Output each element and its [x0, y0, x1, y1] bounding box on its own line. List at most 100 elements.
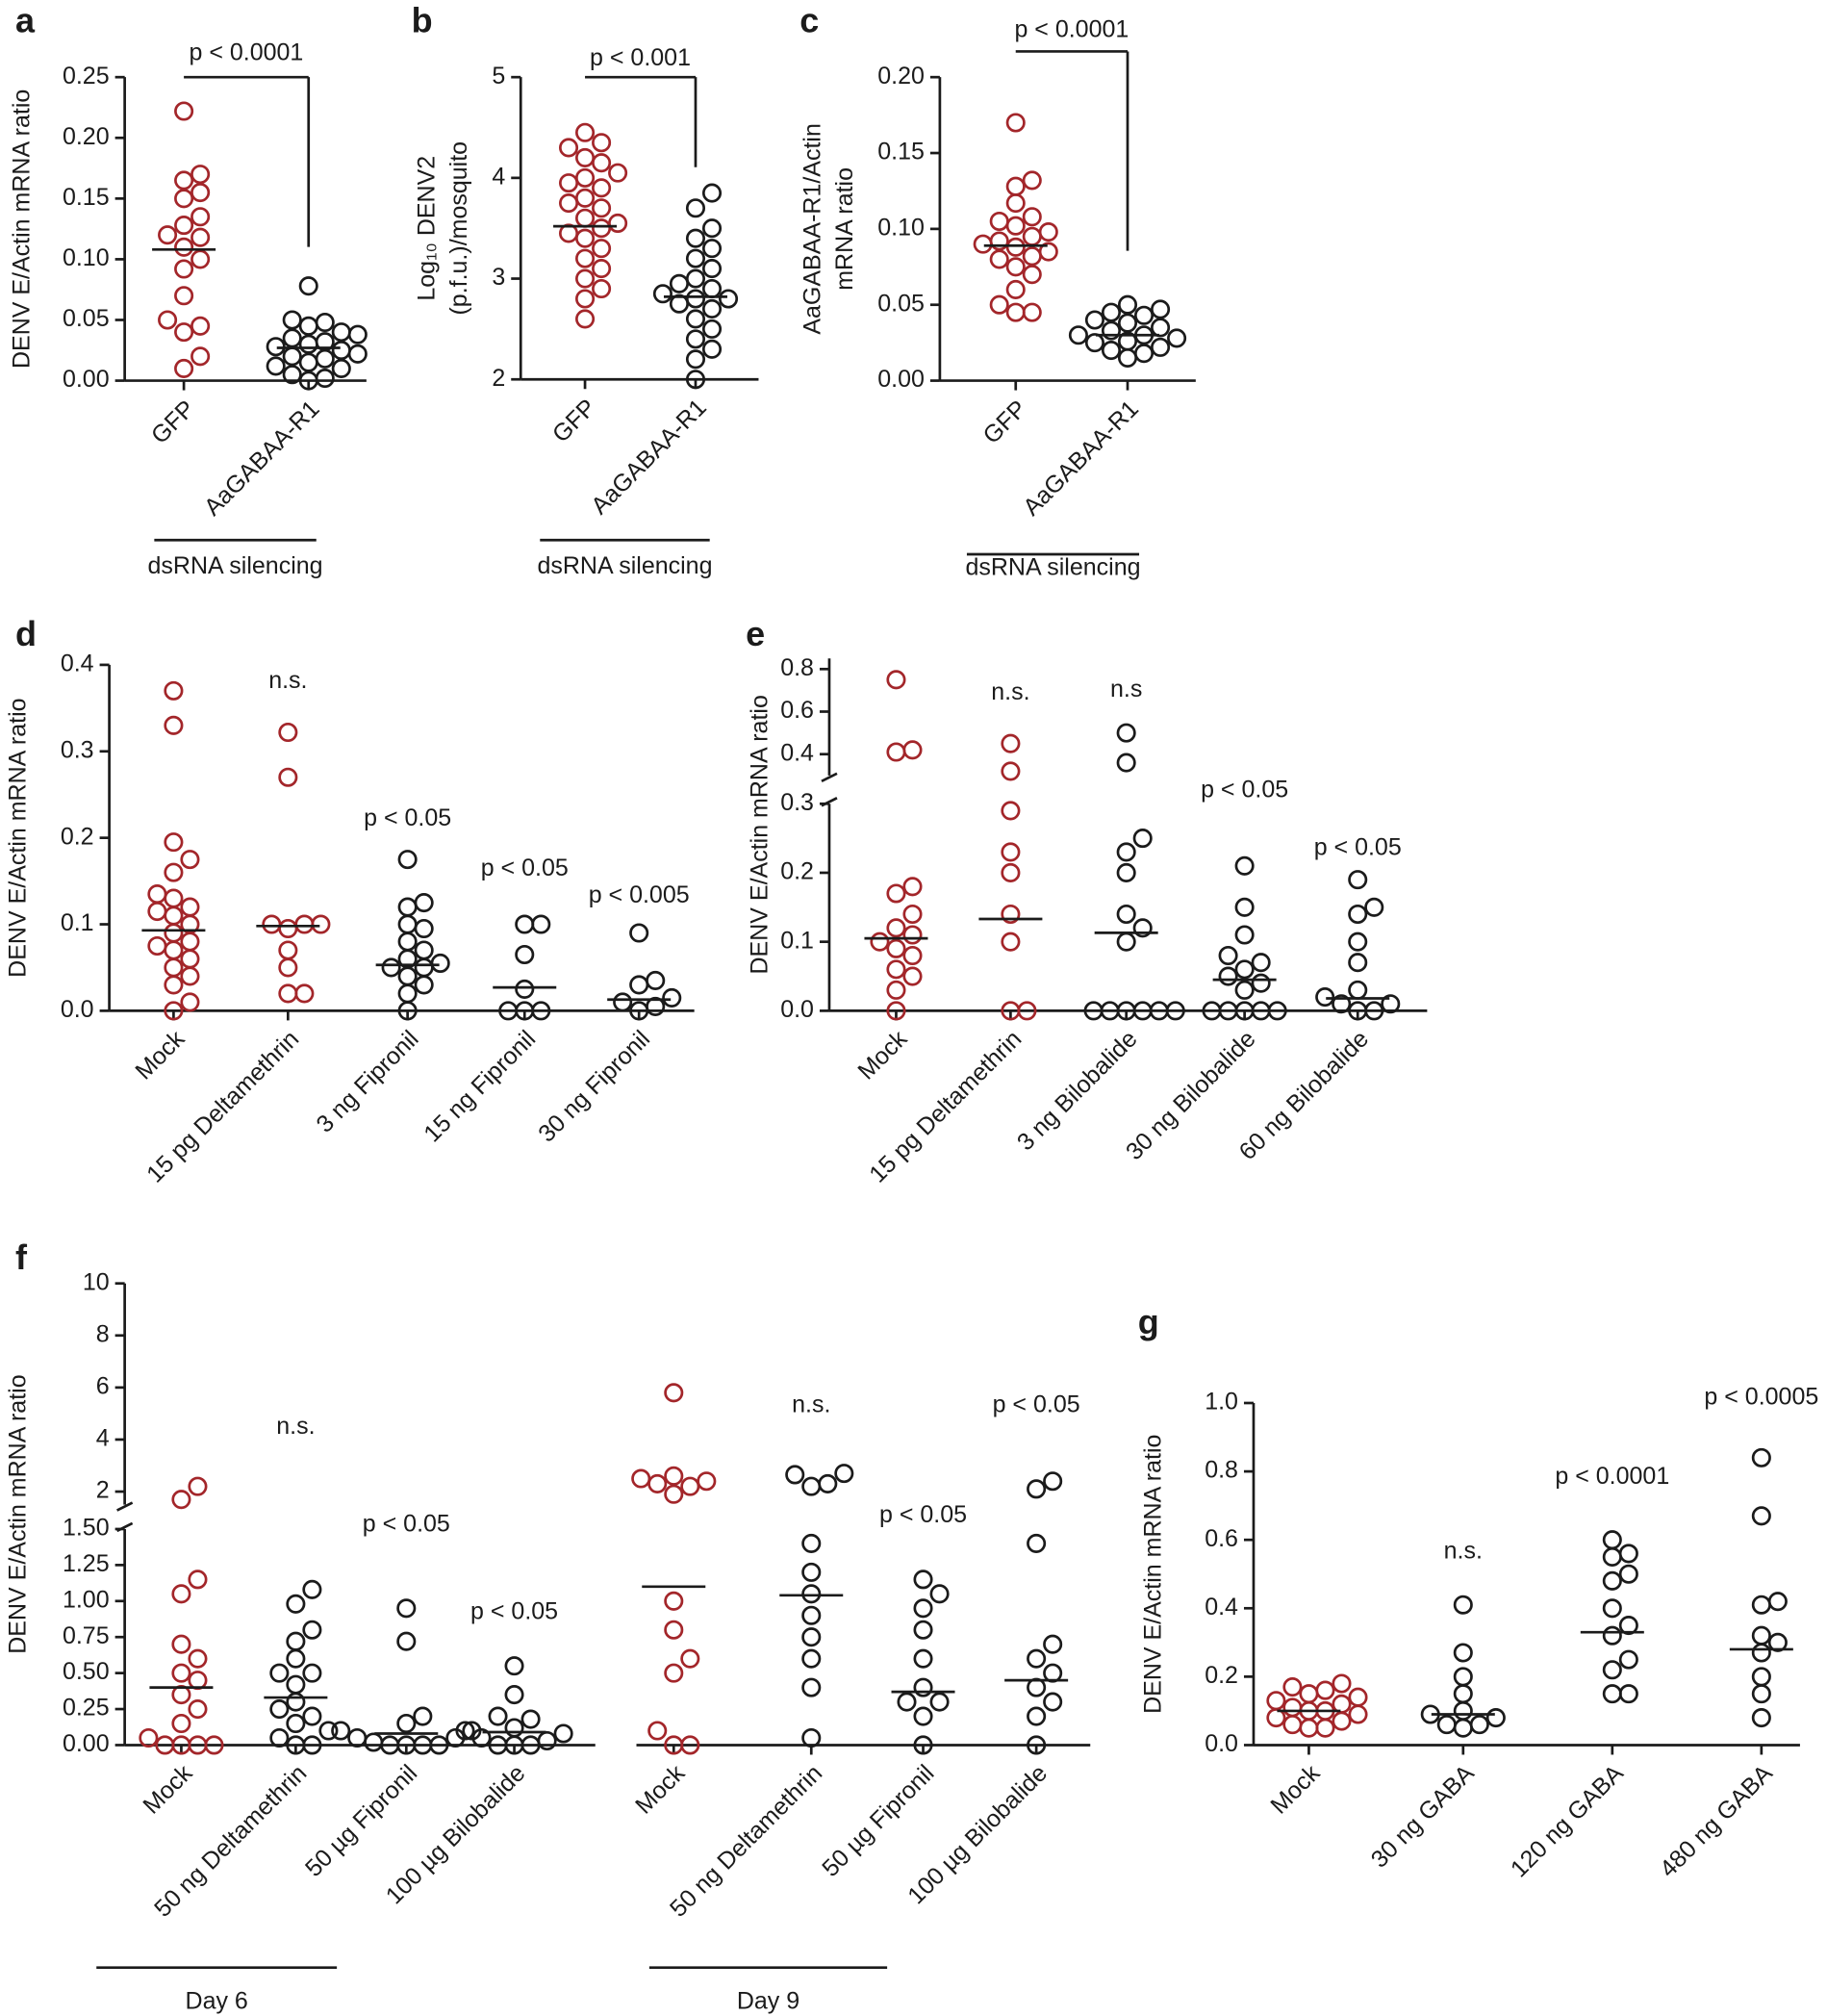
- data-point: [664, 1591, 684, 1611]
- data-point: [1751, 1643, 1771, 1663]
- data-point: [298, 316, 318, 336]
- data-point: [608, 213, 628, 234]
- data-point: [1618, 1684, 1638, 1704]
- data-point: [278, 767, 298, 787]
- data-point: [575, 188, 596, 208]
- data-point: [870, 931, 890, 952]
- panel-letter: d: [15, 614, 37, 653]
- data-point: [180, 992, 200, 1012]
- data-point: [164, 715, 184, 735]
- annotation: p < 0.05: [1201, 776, 1288, 803]
- data-point: [1751, 1707, 1771, 1728]
- data-point: [652, 284, 672, 304]
- data-point: [1043, 1471, 1063, 1492]
- data-point: [886, 883, 906, 904]
- data-point: [1282, 1697, 1303, 1718]
- data-point: [1332, 1673, 1352, 1694]
- data-point: [902, 925, 923, 945]
- data-point: [575, 167, 596, 188]
- data-point: [331, 340, 351, 361]
- x-tick-label: 50 ng Deltamethrin: [665, 1760, 827, 1923]
- data-point: [558, 223, 579, 243]
- data-point: [629, 923, 649, 943]
- data-point: [592, 133, 612, 153]
- data-point: [1453, 1700, 1473, 1721]
- data-point: [1038, 221, 1058, 242]
- data-point: [262, 914, 282, 934]
- data-point: [171, 1713, 191, 1734]
- data-point: [697, 1471, 717, 1492]
- data-point: [164, 680, 184, 701]
- data-point: [1005, 279, 1026, 299]
- panel-letter: c: [799, 1, 819, 40]
- y-tick-label: 0.2: [780, 858, 814, 885]
- data-point: [347, 324, 368, 345]
- data-point: [1005, 113, 1026, 133]
- data-point: [1348, 1704, 1368, 1724]
- data-point: [286, 1631, 306, 1651]
- y-tick-label: 0.8: [1205, 1457, 1238, 1484]
- p-value: p < 0.0001: [1014, 16, 1129, 43]
- annotation: p < 0.05: [993, 1391, 1080, 1417]
- data-point: [1001, 904, 1021, 925]
- y-tick-label: 2: [96, 1477, 110, 1504]
- x-tick-label: 50 µg Fipronil: [300, 1760, 422, 1882]
- data-point: [515, 914, 535, 934]
- data-point: [488, 1706, 508, 1726]
- y-tick-label: 0.6: [1205, 1525, 1238, 1552]
- data-point: [575, 268, 596, 289]
- data-point: [414, 957, 434, 978]
- data-point: [646, 996, 666, 1016]
- data-point: [818, 1473, 838, 1493]
- data-point: [1218, 966, 1238, 986]
- data-point: [278, 983, 298, 1004]
- annotation: p < 0.05: [1314, 834, 1402, 861]
- data-point: [685, 329, 706, 349]
- y-tick-label: 0.4: [1205, 1594, 1238, 1620]
- data-point: [171, 1663, 191, 1683]
- data-point: [718, 289, 739, 309]
- data-point: [414, 975, 434, 995]
- y-tick-label: 0.10: [63, 244, 110, 271]
- data-point: [164, 832, 184, 853]
- p-value: p < 0.0001: [189, 39, 303, 66]
- data-point: [347, 344, 368, 364]
- data-point: [298, 334, 318, 354]
- data-point: [886, 742, 906, 762]
- data-point: [913, 1620, 933, 1640]
- data-point: [1001, 931, 1021, 952]
- data-point: [396, 1713, 417, 1734]
- data-point: [1332, 1694, 1352, 1714]
- data-point: [685, 349, 706, 370]
- data-point: [1116, 753, 1136, 773]
- data-point: [1751, 1595, 1771, 1615]
- data-point: [629, 975, 649, 995]
- data-point: [520, 1709, 541, 1729]
- data-point: [1068, 325, 1088, 345]
- data-point: [1234, 897, 1255, 917]
- data-point: [147, 902, 167, 922]
- data-point: [1381, 994, 1401, 1014]
- data-point: [631, 1468, 651, 1489]
- data-point: [669, 273, 689, 293]
- data-point: [1602, 1598, 1622, 1619]
- data-point: [592, 198, 612, 218]
- data-point: [430, 953, 450, 974]
- data-point: [685, 370, 706, 390]
- data-point: [664, 1620, 684, 1640]
- data-point: [1167, 328, 1187, 348]
- y-axis-label: DENV E/Actin mRNA ratio: [5, 1374, 32, 1653]
- y-tick-label: 8: [96, 1320, 110, 1347]
- data-point: [1602, 1546, 1622, 1567]
- data-point: [1348, 931, 1368, 952]
- data-point: [413, 1706, 433, 1726]
- data-point: [886, 980, 906, 1000]
- y-axis-label: (p.f.u.)/mosquito: [445, 141, 472, 316]
- data-point: [302, 1579, 322, 1599]
- data-point: [1005, 257, 1026, 277]
- axis-break: [821, 772, 838, 783]
- data-point: [1267, 1001, 1287, 1021]
- data-point: [1348, 904, 1368, 925]
- data-point: [1133, 344, 1155, 364]
- y-axis-label: AaGABAA-R1/Actin: [799, 123, 826, 335]
